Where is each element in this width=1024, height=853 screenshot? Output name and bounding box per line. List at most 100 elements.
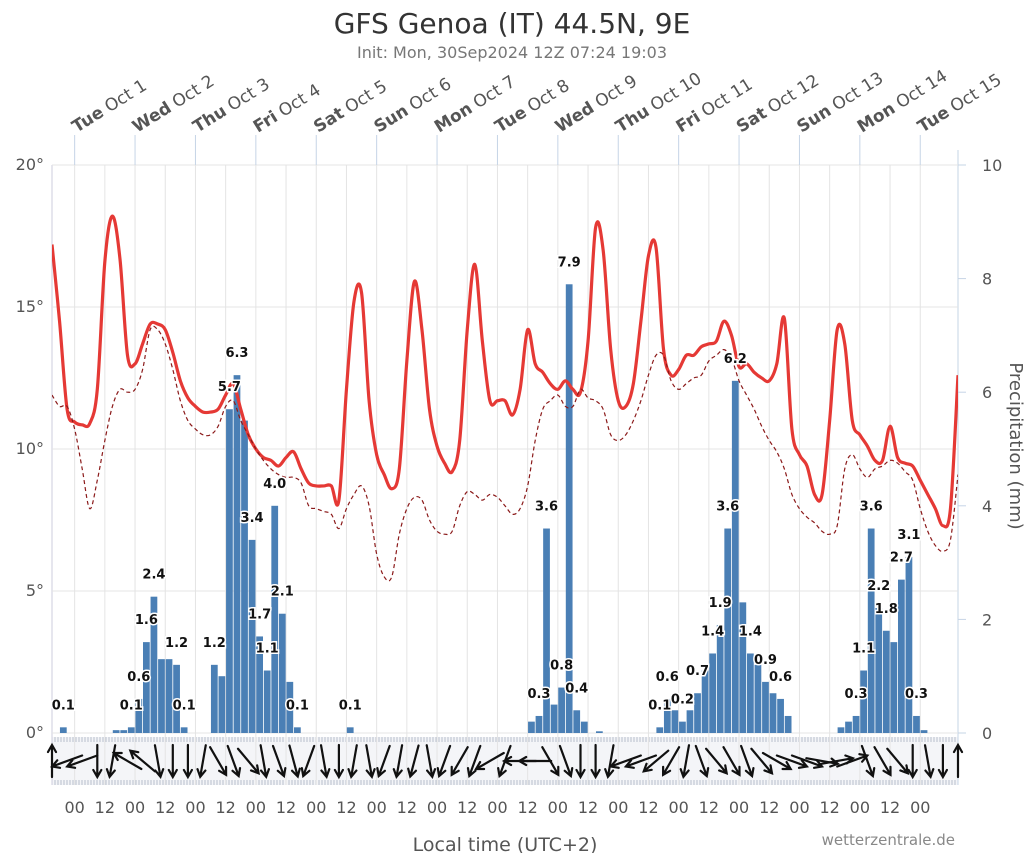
precip-bar: [875, 608, 883, 733]
x-tick-label: 12: [819, 798, 839, 817]
wind-arrow: [575, 743, 586, 780]
wind-arrow: [937, 743, 948, 780]
precip-label: 0.8: [550, 659, 573, 674]
precip-label: 0.6: [656, 670, 679, 685]
x-tick-label: 00: [64, 798, 84, 817]
y2-tick-label: 6: [982, 383, 992, 402]
precip-bar: [241, 420, 248, 733]
precip-label: 1.4: [739, 624, 762, 639]
y-tick-label: 15°: [16, 297, 44, 316]
precip-bar: [271, 505, 279, 733]
weekday: Sun: [371, 101, 413, 137]
x-tick-label: 12: [95, 798, 115, 817]
precip-bar: [346, 727, 354, 733]
wind-arrow: [558, 744, 574, 779]
precip-bar: [165, 659, 173, 733]
wind-arrow: [642, 749, 670, 773]
chart-subtitle: Init: Mon, 30Sep2024 12Z 07:24 19:03: [357, 43, 667, 62]
weekday: Sat: [310, 103, 348, 137]
wind-arrow: [111, 751, 143, 771]
x-tick-label: 12: [336, 798, 356, 817]
wind-arrow: [740, 744, 755, 779]
wind-arrow: [450, 746, 469, 777]
wind-arrow: [271, 744, 287, 779]
y2-tick-label: 2: [982, 610, 992, 629]
precip-bar: [580, 721, 588, 733]
x-tick-label: 00: [910, 798, 930, 817]
precip-label: 0.2: [671, 693, 694, 708]
precip-bar: [845, 721, 852, 733]
weekday: Fri: [250, 107, 282, 137]
precip-bar: [852, 715, 860, 733]
weekday: Wed: [129, 98, 175, 137]
precip-label: 1.2: [165, 636, 188, 651]
precip-bar: [777, 698, 784, 733]
weekday: Sat: [733, 103, 771, 137]
date: Oct 15: [947, 70, 1005, 117]
y2-axis-label: Precipitation (mm): [1005, 362, 1024, 529]
precip-label: 0.3: [905, 687, 928, 702]
wind-arrow: [196, 744, 207, 779]
temperature-line: [52, 214, 958, 529]
grid: [52, 135, 966, 785]
x-tick-label: 12: [397, 798, 417, 817]
x-tick-label: 00: [608, 798, 628, 817]
precip-bar: [769, 693, 777, 733]
wind-arrow: [705, 747, 729, 775]
wind-arrow: [153, 744, 165, 779]
wind-arrow: [182, 743, 193, 780]
precip-bar: [543, 528, 550, 733]
precip-label: 0.1: [339, 698, 362, 713]
precip-bar: [550, 704, 558, 733]
weekday: Wed: [552, 98, 598, 137]
wind-arrow: [836, 753, 870, 768]
wind-arrow: [46, 742, 58, 779]
precip-bar: [263, 670, 271, 733]
wind-arrow: [288, 744, 301, 779]
precip-bar: [739, 602, 747, 733]
wind-arrow: [952, 742, 964, 779]
wind-arrow: [516, 755, 553, 767]
wind-arrow: [300, 744, 316, 779]
x-tick-label: 12: [276, 798, 296, 817]
credit: wetterzentrale.de: [822, 831, 955, 849]
precip-label: 2.2: [867, 579, 890, 594]
wind-arrow: [65, 754, 99, 769]
y-tick-label: 20°: [16, 155, 44, 174]
precip-label: 0.1: [52, 698, 75, 713]
weekday: Mon: [854, 99, 899, 138]
weekday: Thu: [190, 101, 231, 137]
precip-label: 0.6: [769, 670, 792, 685]
wind-arrow: [608, 754, 642, 769]
precip-bar: [535, 715, 543, 733]
precip-bar: [784, 715, 792, 733]
precip-label: 4.0: [263, 477, 286, 492]
wind-arrow: [873, 746, 892, 777]
x-tick-label: 12: [638, 798, 658, 817]
precip-bar: [294, 727, 301, 733]
precip-bar: [158, 659, 165, 733]
wind-arrow: [167, 743, 178, 780]
precip-bar: [762, 681, 769, 733]
wind-arrow: [604, 744, 615, 779]
weekday: Thu: [612, 101, 653, 137]
wind-arrow: [436, 744, 452, 779]
precip-bar: [731, 380, 739, 733]
wind-strip-hatch: [52, 737, 958, 742]
precip-bar: [150, 596, 158, 733]
x-tick-label: 00: [729, 798, 749, 817]
precip-bar: [573, 710, 581, 733]
precip-bar: [135, 698, 143, 733]
wind-arrow: [466, 744, 482, 779]
y2-tick-label: 4: [982, 497, 992, 516]
precip-bar: [905, 556, 913, 733]
wind-arrow: [128, 749, 156, 773]
x-tick-label: 00: [668, 798, 688, 817]
precip-bar: [127, 727, 135, 733]
precip-label: 1.7: [248, 607, 271, 622]
precip-label: 3.1: [897, 528, 920, 543]
weekday: Tue: [492, 103, 531, 138]
precip-label: 0.1: [648, 698, 671, 713]
wind-arrow: [750, 747, 774, 775]
date: Oct 10: [647, 69, 705, 116]
